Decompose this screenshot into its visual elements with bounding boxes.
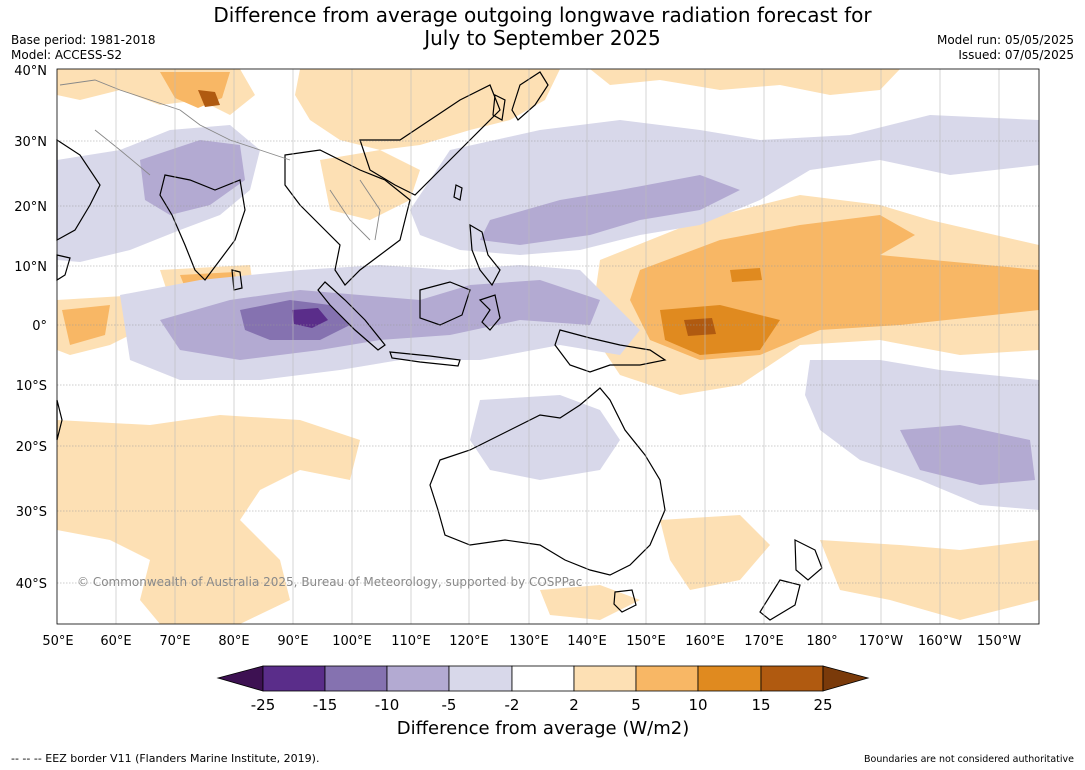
boundaries-disclaimer: Boundaries are not considered authoritat… (864, 754, 1074, 765)
colorbar-tick-labels: -25 -15 -10 -5 -2 2 5 10 15 25 (251, 696, 833, 714)
title-line-2: July to September 2025 (424, 26, 661, 50)
lat-label: 20°S (16, 440, 47, 455)
colorbar-tick: 25 (813, 696, 832, 714)
colorbar-swatch (573, 665, 637, 692)
colorbar-swatch (511, 665, 575, 692)
lon-label: 120°E (449, 634, 489, 649)
lat-label: 30°N (14, 135, 47, 150)
colorbar-swatch (760, 665, 824, 692)
lat-label: 10°S (16, 379, 47, 394)
issued-text: Issued: 07/05/2025 (958, 48, 1074, 62)
lon-label: 170°E (744, 634, 784, 649)
colorbar-label: Difference from average (W/m2) (396, 718, 690, 739)
latitude-labels: 40°N 30°N 20°N 10°N 0° 10°S 20°S 30°S 40… (14, 64, 47, 592)
colorbar-swatches (216, 665, 870, 692)
lon-label: 60°E (100, 634, 131, 649)
colorbar-tick: -15 (313, 696, 338, 714)
lon-label: 100°E (332, 634, 372, 649)
lat-label: 10°N (14, 260, 47, 275)
longitude-labels: 50°E 60°E 70°E 80°E 90°E 100°E 110°E 120… (42, 634, 1021, 649)
colorbar-tick: -25 (251, 696, 276, 714)
lat-label: 40°S (16, 577, 47, 592)
colorbar-tick: -10 (375, 696, 400, 714)
lon-label: 150°E (626, 634, 666, 649)
colorbar-tick: 15 (751, 696, 770, 714)
colorbar-tick: -2 (505, 696, 520, 714)
olr-anomaly-map: 40°N 30°N 20°N 10°N 0° 10°S 20°S 30°S 40… (14, 64, 1040, 649)
colorbar-swatch (324, 665, 388, 692)
lat-label: 0° (32, 319, 47, 334)
meta-left: Base period: 1981-2018 Model: ACCESS-S2 (11, 33, 156, 63)
lon-label: 130°E (509, 634, 549, 649)
lon-label: 180° (806, 634, 837, 649)
colorbar-swatch (635, 665, 699, 692)
map-panel: 40°N 30°N 20°N 10°N 0° 10°S 20°S 30°S 40… (0, 60, 1085, 660)
country-borders (59, 79, 381, 241)
base-period-text: Base period: 1981-2018 (11, 33, 156, 47)
lat-label: 40°N (14, 64, 47, 79)
colorbar: -25 -15 -10 -5 -2 2 5 10 15 25 (216, 665, 870, 714)
eez-footnote: -- -- -- EEZ border V11 (Flanders Marine… (11, 752, 320, 765)
meta-right: Model run: 05/05/2025 Issued: 07/05/2025 (937, 33, 1074, 63)
lat-label: 30°S (16, 505, 47, 520)
lat-label: 20°N (14, 200, 47, 215)
model-text: Model: ACCESS-S2 (11, 48, 123, 62)
colorbar-extend-high (822, 665, 870, 692)
meridians (115, 69, 1000, 624)
map-title: Difference from average outgoing longwav… (0, 4, 1085, 50)
lon-label: 110°E (391, 634, 431, 649)
lon-label: 50°E (42, 634, 73, 649)
lon-label: 170°W (859, 634, 903, 649)
colorbar-swatch (697, 665, 762, 692)
lon-label: 70°E (159, 634, 190, 649)
colorbar-swatch (386, 665, 450, 692)
anomaly-fields (57, 69, 1039, 624)
colorbar-swatch (448, 665, 513, 692)
lon-label: 140°E (567, 634, 607, 649)
map-frame (56, 68, 1040, 625)
lon-label: 150°W (977, 634, 1021, 649)
lon-label: 160°E (685, 634, 725, 649)
colorbar-extend-low (216, 665, 264, 692)
copyright-notice: © Commonwealth of Australia 2025, Bureau… (77, 575, 583, 589)
lon-label: 80°E (218, 634, 249, 649)
colorbar-tick: 5 (631, 696, 641, 714)
colorbar-swatch (262, 665, 326, 692)
title-line-1: Difference from average outgoing longwav… (213, 3, 872, 27)
colorbar-tick: 2 (569, 696, 579, 714)
colorbar-tick: -5 (442, 696, 457, 714)
lon-label: 160°W (918, 634, 962, 649)
lon-label: 90°E (277, 634, 308, 649)
coastlines (56, 71, 823, 621)
model-run-text: Model run: 05/05/2025 (936, 33, 1074, 47)
colorbar-tick: 10 (688, 696, 707, 714)
